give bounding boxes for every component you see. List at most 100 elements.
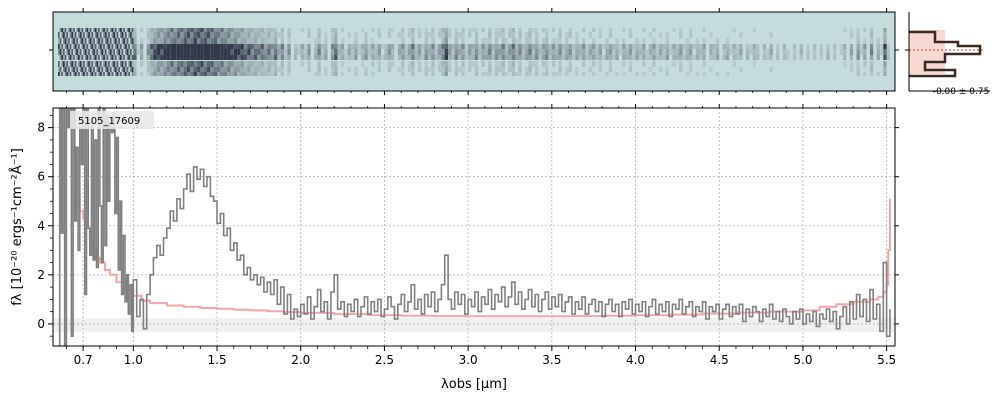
trace-pixel [186,44,191,49]
trace-pixel [417,67,422,72]
trace-pixel [528,44,532,49]
trace-pixel [114,28,117,32]
trace-pixel [709,55,713,60]
trace-pixel [354,44,358,49]
trace-pixel [173,55,177,60]
trace-pixel [725,44,730,49]
trace-pixel [140,44,144,49]
trace-pixel [404,44,408,49]
x-tick-label: 1.0 [124,353,143,367]
trace-pixel [284,44,288,49]
trace-pixel [769,44,773,49]
trace-pixel [598,28,602,32]
trace-pixel [176,67,181,72]
trace-pixel [173,38,177,44]
trace-pixel [441,38,445,44]
trace-pixel [407,49,412,55]
trace-pixel [320,44,325,49]
trace-pixel [438,67,442,72]
trace-pixel [58,61,60,67]
trace-pixel [160,67,164,72]
trace-pixel [93,38,95,44]
trace-pixel [106,61,109,67]
trace-pixel [243,72,248,76]
trace-pixel [528,67,532,72]
trace-pixel [125,72,127,76]
trace-pixel [160,44,164,49]
trace-pixel [421,44,425,49]
trace-pixel [354,72,358,76]
trace-pixel [118,38,120,44]
trace-pixel [511,49,515,55]
trace-pixel [391,49,395,55]
trace-pixel [725,72,730,76]
trace-pixel [233,72,238,76]
trace-pixel [468,28,472,32]
trace-pixel [180,49,184,55]
trace-pixel [227,72,231,76]
trace-pixel [73,38,75,44]
trace-pixel [541,38,546,44]
trace-pixel [103,44,105,49]
spectrum-2d-trace [58,28,890,76]
trace-pixel [166,67,171,72]
trace-pixel [391,44,395,49]
trace-pixel [114,44,117,49]
trace-pixel [612,55,616,60]
trace-pixel [541,44,546,49]
trace-pixel [150,61,154,67]
trace-pixel [74,61,77,67]
trace-pixel [518,72,522,76]
trace-pixel [722,44,726,49]
trace-pixel [91,49,94,55]
trace-pixel [140,28,144,32]
trace-pixel [287,72,291,76]
trace-pixel [186,28,191,32]
trace-pixel [558,61,562,67]
trace-pixel [662,44,666,49]
trace-pixel [131,72,134,76]
trace-pixel [83,72,85,76]
trace-pixel [207,61,211,67]
trace-pixel [444,32,448,38]
trace-pixel [133,44,137,49]
trace-pixel [444,44,448,49]
trace-pixel [528,38,532,44]
trace-pixel [173,67,177,72]
trace-pixel [109,67,112,72]
trace-pixel [605,72,609,76]
trace-pixel [156,38,161,44]
trace-pixel [571,49,576,55]
trace-pixel [78,49,80,55]
trace-pixel [217,44,221,49]
trace-pixel [401,44,405,49]
trace-pixel [421,49,425,55]
trace-pixel [622,38,626,44]
trace-pixel [682,44,686,49]
trace-pixel [431,49,435,55]
plot-grid [53,108,895,346]
trace-pixel [501,28,505,32]
trace-pixel [488,38,492,44]
trace-pixel [213,28,217,32]
trace-pixel [371,72,375,76]
trace-pixel [856,72,860,76]
trace-pixel [227,55,231,60]
trace-pixel [131,67,134,72]
trace-pixel [417,28,422,32]
trace-pixel [294,44,298,49]
trace-pixel [618,44,623,49]
trace-pixel [813,55,817,60]
trace-pixel [79,49,82,55]
series-model-line [73,163,891,318]
trace-pixel [424,32,428,38]
trace-pixel [98,32,100,38]
trace-pixel [324,38,328,44]
trace-pixel [528,61,532,67]
trace-pixel [702,61,706,67]
trace-pixel [74,67,77,72]
trace-pixel [869,49,874,55]
trace-pixel [203,49,207,55]
trace-pixel [99,72,102,76]
object-label: 5105_17609 [78,116,140,127]
